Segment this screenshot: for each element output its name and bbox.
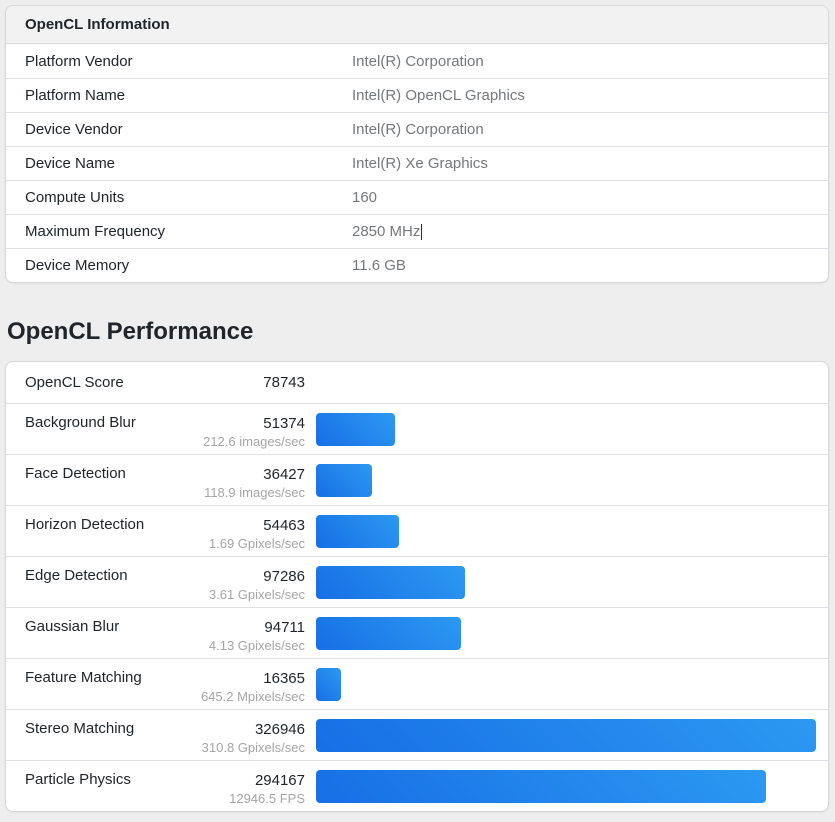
benchmark-rows-container: Background Blur 51374 212.6 images/sec F…: [6, 403, 828, 811]
benchmark-score: 54463: [263, 517, 305, 534]
info-row: Device Vendor Intel(R) Corporation: [6, 112, 828, 146]
benchmark-row: Edge Detection 97286 3.61 Gpixels/sec: [6, 556, 828, 607]
info-row: Platform Name Intel(R) OpenCL Graphics: [6, 78, 828, 112]
benchmark-score: 97286: [263, 568, 305, 585]
opencl-score-value: 78743: [263, 374, 305, 391]
benchmark-score-bar: [316, 412, 395, 446]
benchmark-rate: 118.9 images/sec: [204, 485, 305, 500]
benchmark-score: 294167: [254, 772, 305, 789]
benchmark-rate: 3.61 Gpixels/sec: [208, 587, 305, 602]
opencl-information-card: OpenCL Information Platform Vendor Intel…: [5, 5, 829, 283]
benchmark-rate: 310.8 Gpixels/sec: [201, 740, 305, 755]
info-row-value: Intel(R) Xe Graphics: [352, 155, 488, 172]
benchmark-rate: 12946.5 FPS: [229, 791, 305, 806]
info-row-label: Maximum Frequency: [25, 223, 166, 240]
benchmark-row: Face Detection 36427 118.9 images/sec: [6, 454, 828, 505]
info-row-label: Device Memory: [25, 257, 130, 274]
benchmark-row: Gaussian Blur 94711 4.13 Gpixels/sec: [6, 607, 828, 658]
benchmark-rate: 645.2 Mpixels/sec: [200, 689, 305, 704]
benchmark-name: Stereo Matching: [25, 720, 135, 737]
info-row: Maximum Frequency 2850 MHz: [6, 214, 828, 248]
info-row-label: Platform Name: [25, 87, 126, 104]
benchmark-score: 94711: [264, 619, 305, 636]
benchmark-row: Background Blur 51374 212.6 images/sec: [6, 403, 828, 454]
opencl-performance-card: OpenCL Score 78743 Background Blur 51374…: [5, 361, 829, 812]
info-row-label: Compute Units: [25, 189, 125, 206]
benchmark-rate: 4.13 Gpixels/sec: [208, 638, 305, 653]
benchmark-name: Horizon Detection: [25, 516, 145, 533]
text-cursor: [421, 224, 423, 240]
info-row-value: Intel(R) Corporation: [352, 121, 484, 138]
info-row: Device Memory 11.6 GB: [6, 248, 828, 282]
info-row: Compute Units 160: [6, 180, 828, 214]
info-row-label: Platform Vendor: [25, 52, 133, 70]
benchmark-rate: 212.6 images/sec: [203, 434, 305, 449]
benchmark-score-bar: [316, 769, 766, 803]
benchmark-name: Face Detection: [25, 465, 126, 482]
benchmark-score-bar: [316, 616, 461, 650]
info-row-value: 11.6 GB: [352, 257, 406, 274]
benchmark-row: Stereo Matching 326946 310.8 Gpixels/sec: [6, 709, 828, 760]
benchmark-row: Particle Physics 294167 12946.5 FPS: [6, 760, 828, 811]
opencl-score-label: OpenCL Score: [25, 374, 124, 391]
info-row: Device Name Intel(R) Xe Graphics: [6, 146, 828, 180]
benchmark-score-bar: [316, 514, 400, 548]
info-row-label: Device Name: [25, 155, 116, 172]
benchmark-score-bar: [316, 718, 816, 752]
info-card-header: OpenCL Information: [6, 6, 828, 44]
benchmark-name: Particle Physics: [25, 771, 131, 788]
info-row-value: Intel(R) OpenCL Graphics: [352, 87, 525, 104]
info-card-title: OpenCL Information: [25, 16, 170, 33]
performance-heading: OpenCL Performance: [7, 318, 254, 345]
benchmark-score: 51374: [263, 415, 305, 432]
info-rows-container: Platform Vendor Intel(R) Corporation Pla…: [6, 44, 828, 282]
info-row-value: 160: [352, 189, 378, 206]
benchmark-score: 326946: [254, 721, 305, 738]
info-row-value: 2850 MHz: [352, 223, 423, 240]
benchmark-score: 16365: [263, 670, 305, 687]
benchmark-name: Background Blur: [25, 414, 136, 431]
benchmark-rate: 1.69 Gpixels/sec: [208, 536, 305, 551]
opencl-score-row: OpenCL Score 78743: [6, 362, 828, 403]
benchmark-score-bar: [316, 667, 342, 701]
benchmark-name: Feature Matching: [25, 669, 142, 686]
info-row: Platform Vendor Intel(R) Corporation: [6, 44, 828, 78]
benchmark-name: Gaussian Blur: [25, 618, 120, 635]
benchmark-score-bar: [316, 565, 465, 599]
benchmark-row: Feature Matching 16365 645.2 Mpixels/sec: [6, 658, 828, 709]
benchmark-score: 36427: [263, 466, 305, 483]
benchmark-name: Edge Detection: [25, 567, 128, 584]
benchmark-row: Horizon Detection 54463 1.69 Gpixels/sec: [6, 505, 828, 556]
info-row-label: Device Vendor: [25, 121, 123, 138]
benchmark-score-bar: [316, 463, 372, 497]
info-row-value: Intel(R) Corporation: [352, 52, 484, 70]
